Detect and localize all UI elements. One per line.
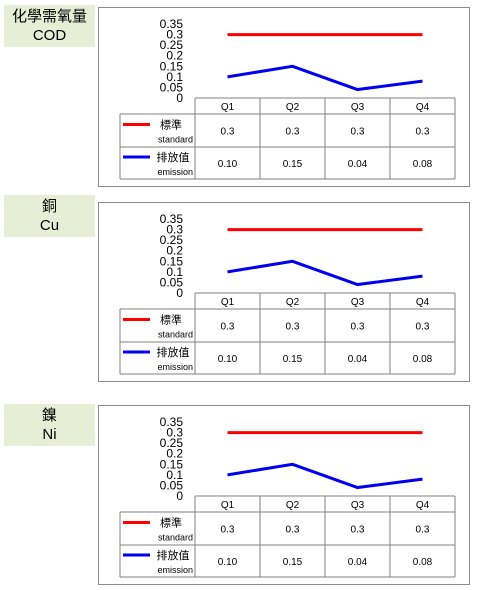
chart-panel-ni: 0.35 0.3 0.25 0.2 0.15 0.1 0.05 0 Q1 Q2 Q3 Q4 標準 stan… bbox=[98, 405, 470, 585]
chart-label-ni: 鎳 Ni bbox=[4, 404, 95, 446]
chart-label-cu: 銅 Cu bbox=[4, 195, 95, 237]
legend-name-en: emission bbox=[157, 362, 193, 372]
chart-panel-cu: 0.35 0.3 0.25 0.2 0.15 0.1 0.05 0 Q1 Q2 Q3 Q4 標準 stan… bbox=[98, 202, 470, 382]
legend-name-en: standard bbox=[158, 330, 193, 340]
data-label: 0.08 bbox=[413, 354, 433, 365]
x-tick-label: Q3 bbox=[351, 500, 365, 511]
legend-name-en: standard bbox=[158, 135, 193, 145]
series-line-emission bbox=[228, 464, 423, 487]
x-tick-label: Q4 bbox=[416, 500, 430, 511]
chart-label-cod: 化學需氧量 COD bbox=[4, 5, 95, 47]
chart-title-zh: 鎳 bbox=[4, 406, 95, 425]
series-line-emission bbox=[228, 66, 423, 89]
legend-name-zh: 標準 bbox=[160, 516, 182, 530]
data-label: 0.08 bbox=[413, 557, 433, 568]
x-tick-label: Q2 bbox=[286, 102, 300, 113]
x-tick-label: Q4 bbox=[416, 297, 430, 308]
x-tick-label: Q3 bbox=[351, 102, 365, 113]
data-label: 0.10 bbox=[218, 159, 238, 170]
chart-title-zh: 化學需氧量 bbox=[4, 7, 95, 26]
legend-name-zh: 標準 bbox=[160, 118, 182, 132]
data-label: 0.3 bbox=[351, 127, 365, 138]
chart-panel-cod: 0.35 0.3 0.25 0.2 0.15 0.1 0.05 0 Q1 Q2 Q3 Q4 標準 stan… bbox=[98, 7, 470, 187]
data-label: 0.3 bbox=[286, 525, 300, 536]
data-label: 0.3 bbox=[286, 322, 300, 333]
chart-title-en: COD bbox=[4, 26, 95, 45]
data-label: 0.15 bbox=[283, 557, 303, 568]
data-label: 0.3 bbox=[286, 127, 300, 138]
data-label: 0.3 bbox=[221, 127, 235, 138]
data-label: 0.3 bbox=[416, 525, 430, 536]
y-tick-label: 0 bbox=[176, 489, 183, 503]
legend-name-en: emission bbox=[157, 565, 193, 575]
x-tick-label: Q1 bbox=[221, 297, 235, 308]
legend-name-zh: 排放值 bbox=[157, 548, 190, 562]
legend-name-en: emission bbox=[157, 167, 193, 177]
x-tick-label: Q1 bbox=[221, 500, 235, 511]
x-tick-label: Q1 bbox=[221, 102, 235, 113]
legend-name-zh: 排放值 bbox=[157, 345, 190, 359]
y-tick-label: 0 bbox=[176, 286, 183, 300]
chart-title-en: Cu bbox=[4, 216, 95, 235]
data-label: 0.3 bbox=[351, 322, 365, 333]
data-label: 0.15 bbox=[283, 354, 303, 365]
legend-name-zh: 排放值 bbox=[157, 150, 190, 164]
data-label: 0.3 bbox=[221, 322, 235, 333]
data-label: 0.3 bbox=[351, 525, 365, 536]
data-label: 0.04 bbox=[348, 557, 368, 568]
y-tick-label: 0 bbox=[176, 91, 183, 105]
data-label: 0.3 bbox=[221, 525, 235, 536]
data-label: 0.10 bbox=[218, 557, 238, 568]
data-label: 0.3 bbox=[416, 127, 430, 138]
legend-name-zh: 標準 bbox=[160, 313, 182, 327]
x-tick-label: Q2 bbox=[286, 297, 300, 308]
data-label: 0.04 bbox=[348, 159, 368, 170]
x-tick-label: Q4 bbox=[416, 102, 430, 113]
chart-title-zh: 銅 bbox=[4, 197, 95, 216]
data-label: 0.08 bbox=[413, 159, 433, 170]
data-label: 0.10 bbox=[218, 354, 238, 365]
legend-name-en: standard bbox=[158, 533, 193, 543]
x-tick-label: Q2 bbox=[286, 500, 300, 511]
data-label: 0.3 bbox=[416, 322, 430, 333]
data-label: 0.04 bbox=[348, 354, 368, 365]
x-tick-label: Q3 bbox=[351, 297, 365, 308]
data-label: 0.15 bbox=[283, 159, 303, 170]
chart-title-en: Ni bbox=[4, 425, 95, 444]
series-line-emission bbox=[228, 261, 423, 284]
